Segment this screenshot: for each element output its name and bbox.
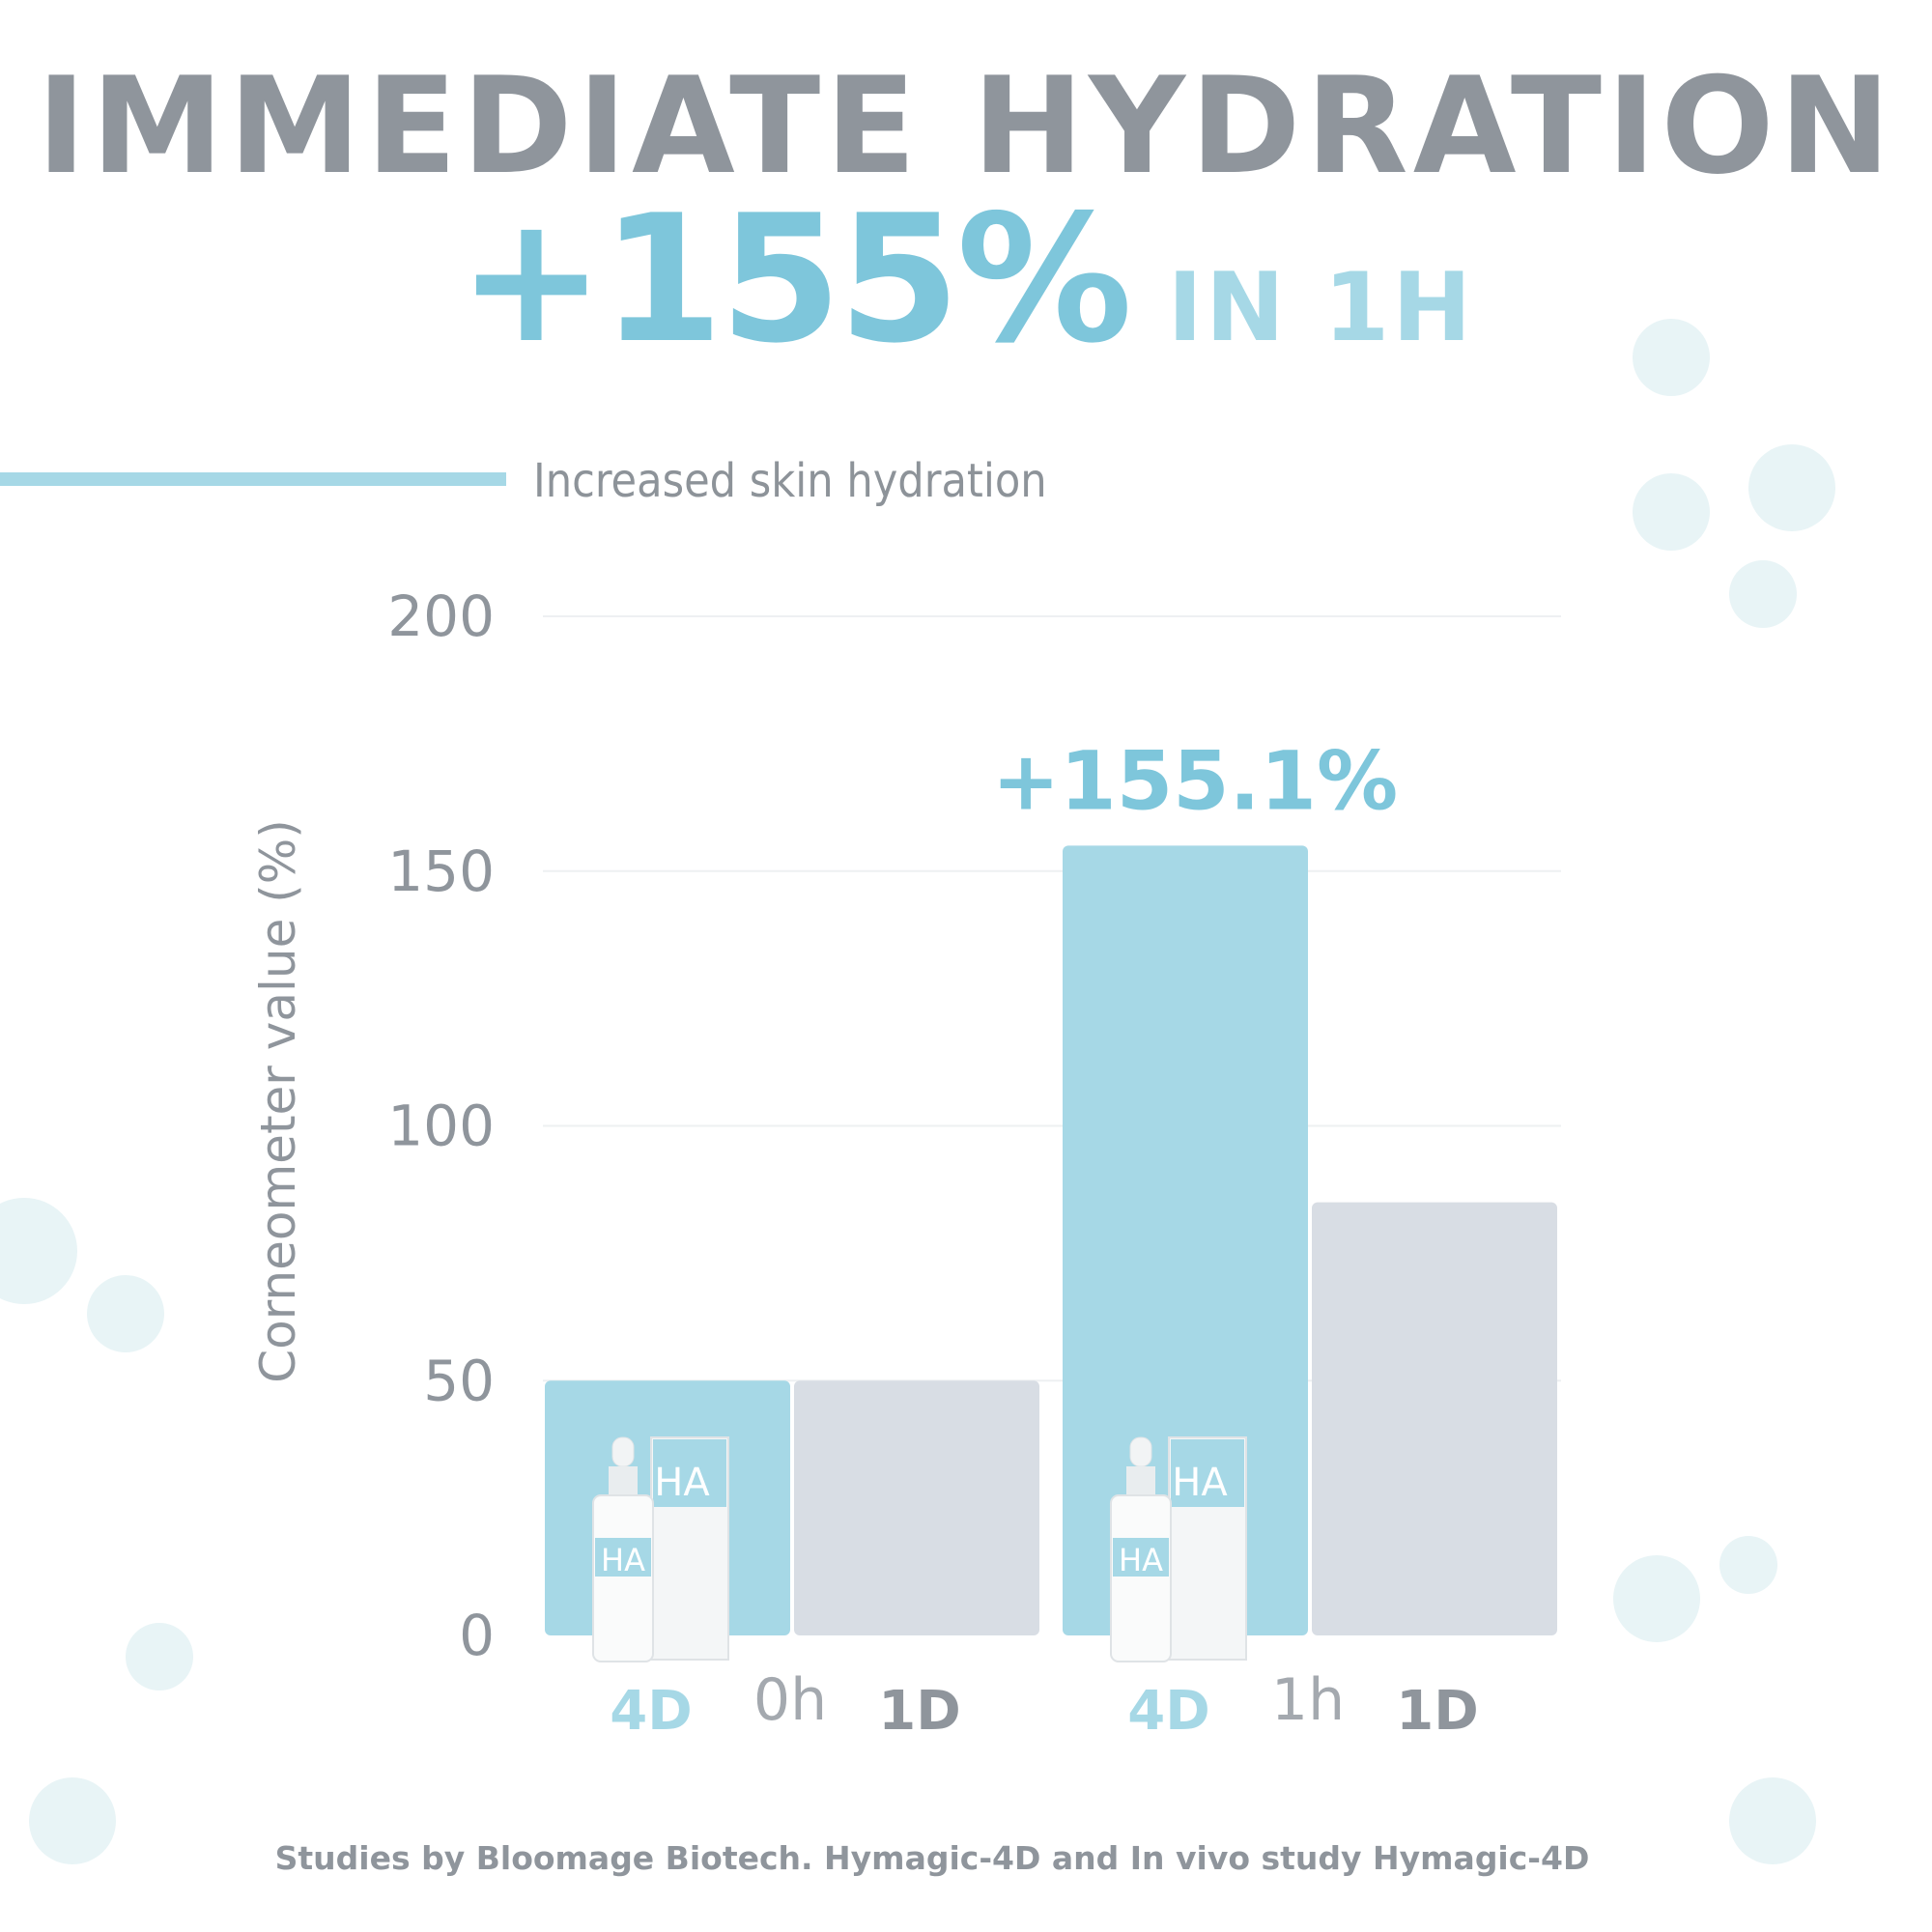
y-axis-label: Corneometer value (%): [250, 819, 306, 1383]
x-series-label: 1D: [878, 1680, 960, 1743]
accent-line: [0, 472, 506, 486]
headline-suffix: IN 1H: [1167, 253, 1475, 363]
product-box-mark: HA: [1172, 1461, 1228, 1505]
bottle-dropper: [611, 1436, 635, 1467]
product-image: HA HA: [1110, 1436, 1247, 1662]
molecule-decoration: [1748, 444, 1835, 531]
bottle-cap: [1126, 1466, 1155, 1495]
page-title: IMMEDIATE HYDRATION: [36, 48, 1896, 204]
bottle-mark: HA: [601, 1542, 645, 1578]
molecule-decoration: [126, 1623, 193, 1690]
data-label: +155.1%: [992, 733, 1398, 828]
bar-1d-0h: [794, 1380, 1039, 1635]
headline: +155% IN 1H: [0, 191, 1932, 367]
x-series-label: 4D: [610, 1680, 692, 1743]
x-group-label: 1h: [1271, 1666, 1345, 1734]
y-tick-label: 150: [387, 838, 495, 904]
molecule-decoration: [87, 1275, 164, 1352]
molecule-decoration: [1719, 1536, 1777, 1594]
y-tick-label: 100: [387, 1094, 495, 1159]
bottle-mark: HA: [1119, 1542, 1163, 1578]
footer-note: Studies by Bloomage Biotech. Hymagic-4D …: [274, 1839, 1590, 1877]
y-tick-label: 200: [387, 583, 495, 649]
molecule-decoration: [1613, 1555, 1700, 1642]
bottle-cap: [609, 1466, 638, 1495]
x-group-label: 0h: [753, 1666, 827, 1734]
molecule-decoration: [1633, 473, 1710, 551]
y-tick-label: 0: [459, 1603, 495, 1668]
molecule-decoration: [29, 1777, 116, 1864]
headline-value: +155%: [457, 177, 1133, 382]
y-tick-label: 50: [423, 1348, 495, 1413]
bottle-dropper: [1129, 1436, 1152, 1467]
molecule-decoration: [1633, 319, 1710, 396]
molecule-decoration: [1729, 560, 1797, 628]
bottle-band: [1113, 1538, 1169, 1577]
x-series-label: 1D: [1396, 1680, 1478, 1743]
chart-subtitle: Increased skin hydration: [533, 454, 1047, 508]
product-box-band: [653, 1439, 726, 1507]
product-image: HA HA: [592, 1436, 729, 1662]
bottle-body: [592, 1494, 654, 1662]
product-box-band: [1171, 1439, 1244, 1507]
bottle-band: [595, 1538, 651, 1577]
x-series-label: 4D: [1127, 1680, 1209, 1743]
product-box-mark: HA: [654, 1461, 710, 1505]
bar-1d-1h: [1312, 1202, 1557, 1635]
bottle-body: [1110, 1494, 1172, 1662]
molecule-decoration: [1729, 1777, 1816, 1864]
